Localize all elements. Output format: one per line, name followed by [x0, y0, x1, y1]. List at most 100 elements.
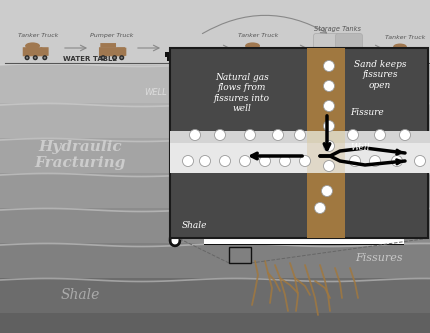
Bar — [0, 138, 430, 173]
Circle shape — [244, 55, 249, 60]
Bar — [306, 131, 344, 143]
Circle shape — [25, 55, 30, 60]
Text: WELL: WELL — [144, 89, 166, 98]
Circle shape — [113, 57, 115, 59]
Circle shape — [219, 156, 230, 166]
Circle shape — [390, 156, 402, 166]
Bar — [0, 208, 430, 243]
Circle shape — [43, 57, 46, 59]
Text: Well: Well — [349, 144, 369, 153]
Bar — [306, 143, 344, 173]
Circle shape — [112, 55, 117, 60]
Circle shape — [393, 57, 395, 59]
Text: Hydraulic
Fracturing: Hydraulic Fracturing — [34, 140, 126, 170]
Text: PIT: PIT — [198, 61, 207, 66]
Text: Tanker Truck: Tanker Truck — [384, 35, 424, 40]
Circle shape — [182, 156, 193, 166]
Circle shape — [254, 57, 256, 59]
Circle shape — [314, 202, 325, 213]
Bar — [0, 173, 430, 208]
FancyBboxPatch shape — [242, 47, 262, 56]
Bar — [187, 59, 218, 67]
Ellipse shape — [245, 42, 259, 49]
Ellipse shape — [392, 44, 406, 50]
Bar — [165, 52, 184, 57]
Circle shape — [244, 130, 255, 141]
Circle shape — [119, 55, 124, 60]
Circle shape — [102, 57, 104, 59]
Circle shape — [323, 161, 334, 171]
Circle shape — [279, 156, 290, 166]
FancyBboxPatch shape — [406, 48, 414, 56]
Polygon shape — [306, 48, 344, 238]
Ellipse shape — [25, 42, 40, 49]
Text: Shale: Shale — [60, 288, 99, 302]
Circle shape — [263, 57, 265, 59]
Bar — [228, 247, 250, 263]
FancyBboxPatch shape — [117, 48, 126, 56]
Circle shape — [199, 156, 210, 166]
Circle shape — [392, 55, 396, 60]
Circle shape — [42, 55, 47, 60]
Circle shape — [33, 55, 38, 60]
Bar — [203, 237, 403, 243]
Circle shape — [408, 55, 413, 60]
FancyBboxPatch shape — [390, 48, 408, 56]
Circle shape — [399, 55, 404, 60]
Circle shape — [272, 130, 283, 141]
Circle shape — [259, 156, 270, 166]
Circle shape — [189, 130, 200, 141]
Bar — [169, 143, 430, 173]
FancyBboxPatch shape — [40, 47, 49, 56]
FancyBboxPatch shape — [260, 47, 268, 56]
Bar — [169, 143, 427, 173]
Circle shape — [369, 156, 380, 166]
Bar — [169, 131, 430, 143]
Circle shape — [323, 141, 334, 152]
Circle shape — [214, 130, 225, 141]
Circle shape — [294, 130, 305, 141]
Circle shape — [347, 130, 358, 141]
Bar — [0, 313, 430, 333]
Circle shape — [120, 57, 123, 59]
FancyBboxPatch shape — [23, 47, 42, 56]
Bar — [344, 143, 409, 173]
Bar — [171, 52, 178, 66]
Text: Sand keeps
fissures
open: Sand keeps fissures open — [353, 60, 405, 90]
FancyBboxPatch shape — [335, 34, 362, 61]
Circle shape — [323, 121, 334, 132]
Bar — [166, 56, 183, 61]
Bar — [344, 131, 409, 143]
FancyBboxPatch shape — [99, 47, 125, 56]
Text: Storage Tanks: Storage Tanks — [314, 26, 361, 32]
Circle shape — [323, 61, 334, 72]
Circle shape — [100, 55, 105, 60]
Circle shape — [323, 81, 334, 92]
Text: Tanker Truck: Tanker Truck — [237, 33, 277, 38]
Circle shape — [409, 57, 412, 59]
Text: Fissure: Fissure — [349, 109, 383, 118]
Text: Pumper Truck: Pumper Truck — [90, 33, 133, 38]
Circle shape — [34, 57, 36, 59]
Circle shape — [321, 185, 332, 196]
Circle shape — [399, 130, 409, 141]
Bar — [0, 243, 430, 278]
Text: Natural gas
flows from
fissures into
well: Natural gas flows from fissures into wel… — [214, 73, 269, 113]
Text: Shale: Shale — [181, 221, 207, 230]
Circle shape — [374, 130, 384, 141]
Bar — [172, 63, 178, 243]
Bar — [0, 65, 430, 103]
Circle shape — [349, 156, 359, 166]
Circle shape — [323, 101, 334, 112]
FancyBboxPatch shape — [313, 34, 338, 61]
Circle shape — [252, 55, 257, 60]
Bar — [306, 48, 344, 238]
FancyBboxPatch shape — [100, 43, 116, 48]
Bar — [0, 278, 430, 313]
Bar — [173, 63, 177, 243]
Text: WATER TABLE: WATER TABLE — [63, 56, 117, 62]
Bar — [203, 236, 403, 245]
Circle shape — [261, 55, 267, 60]
Circle shape — [26, 57, 28, 59]
Circle shape — [239, 156, 250, 166]
